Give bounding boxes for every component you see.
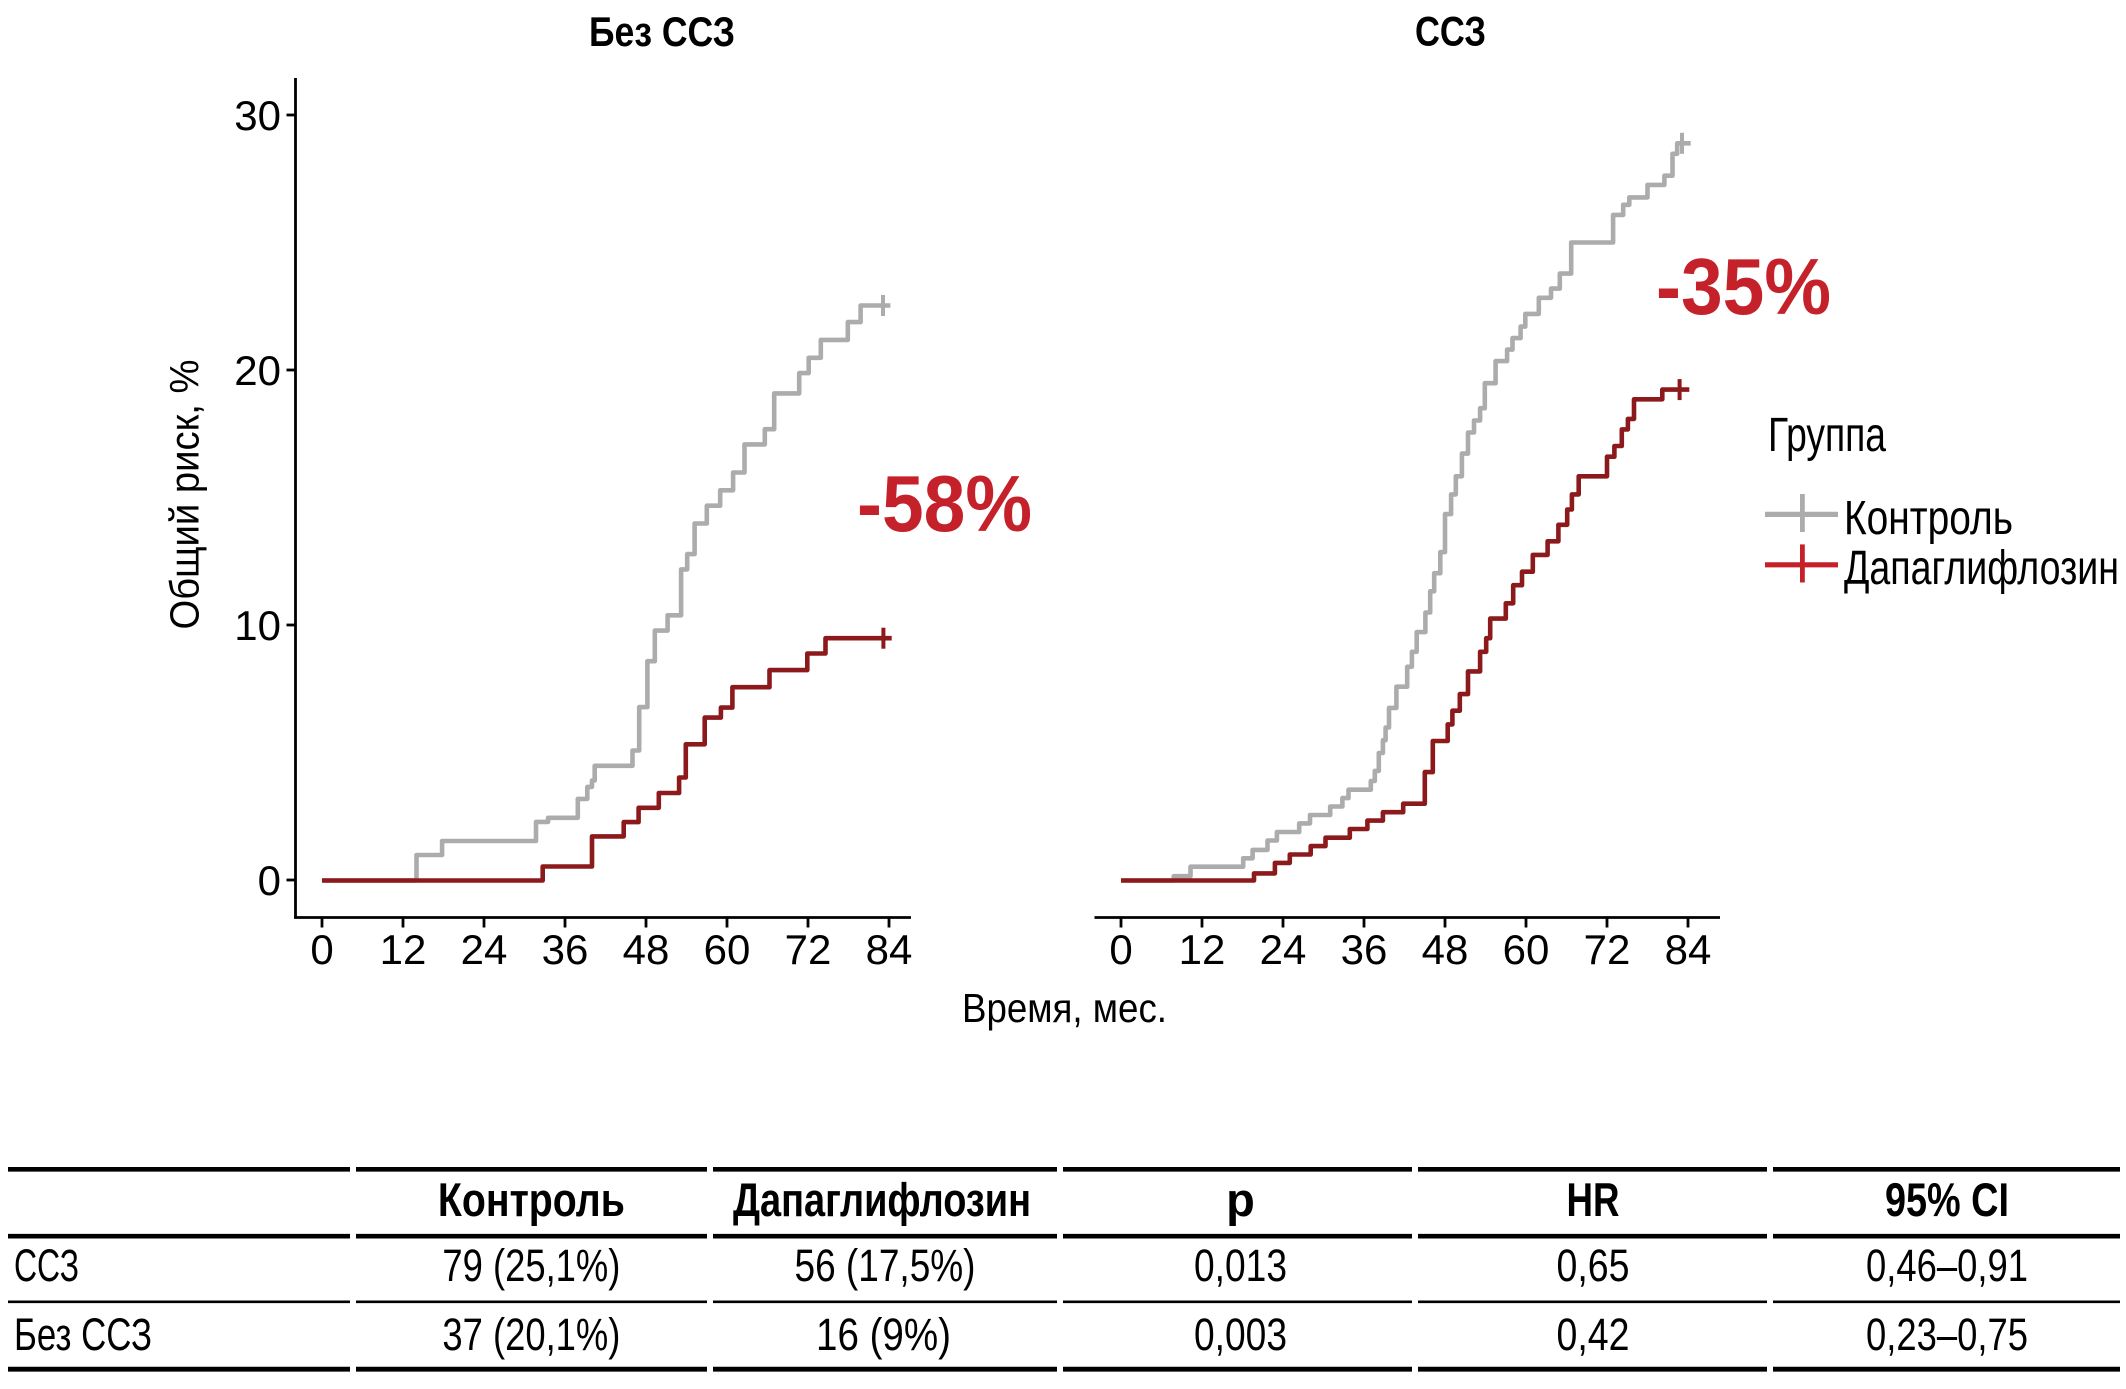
- svg-text:48: 48: [1422, 926, 1469, 973]
- svg-text:12: 12: [380, 926, 427, 973]
- svg-text:37 (20,1%): 37 (20,1%): [442, 1309, 620, 1360]
- svg-text:0: 0: [1109, 926, 1132, 973]
- svg-text:60: 60: [704, 926, 751, 973]
- svg-text:Группа: Группа: [1768, 409, 1886, 462]
- svg-text:30: 30: [234, 92, 281, 139]
- svg-text:84: 84: [866, 926, 913, 973]
- svg-text:0: 0: [258, 857, 281, 904]
- svg-text:95% CI: 95% CI: [1885, 1173, 2009, 1226]
- svg-text:Без ССЗ: Без ССЗ: [589, 8, 735, 55]
- svg-text:ССЗ: ССЗ: [14, 1240, 79, 1291]
- svg-text:24: 24: [1260, 926, 1307, 973]
- svg-text:79 (25,1%): 79 (25,1%): [442, 1240, 620, 1291]
- svg-text:10: 10: [234, 602, 281, 649]
- svg-text:0,42: 0,42: [1557, 1309, 1630, 1360]
- svg-text:Время, мес.: Время, мес.: [962, 985, 1167, 1031]
- svg-text:16 (9%): 16 (9%): [816, 1309, 951, 1360]
- svg-text:HR: HR: [1567, 1173, 1620, 1226]
- svg-text:72: 72: [1584, 926, 1631, 973]
- svg-text:Контроль: Контроль: [1844, 492, 2013, 545]
- svg-text:60: 60: [1503, 926, 1550, 973]
- svg-text:36: 36: [1341, 926, 1388, 973]
- svg-text:0: 0: [310, 926, 333, 973]
- svg-text:Контроль: Контроль: [438, 1173, 625, 1226]
- svg-text:12: 12: [1179, 926, 1226, 973]
- svg-text:36: 36: [542, 926, 589, 973]
- svg-text:0,46–0,91: 0,46–0,91: [1866, 1240, 2028, 1291]
- svg-text:p: p: [1226, 1173, 1255, 1226]
- svg-text:72: 72: [785, 926, 832, 973]
- svg-text:0,003: 0,003: [1194, 1309, 1287, 1360]
- svg-text:0,23–0,75: 0,23–0,75: [1866, 1309, 2028, 1360]
- svg-text:0,013: 0,013: [1194, 1240, 1287, 1291]
- svg-text:Общий риск, %: Общий риск, %: [162, 360, 208, 630]
- svg-text:-35%: -35%: [1656, 242, 1831, 331]
- svg-text:0,65: 0,65: [1557, 1240, 1630, 1291]
- svg-text:84: 84: [1665, 926, 1712, 973]
- svg-text:Без ССЗ: Без ССЗ: [14, 1309, 152, 1360]
- svg-text:ССЗ: ССЗ: [1415, 8, 1486, 55]
- svg-text:48: 48: [623, 926, 670, 973]
- svg-text:Дапаглифлозин: Дапаглифлозин: [1844, 542, 2119, 595]
- svg-text:Дапаглифлозин: Дапаглифлозин: [733, 1173, 1031, 1226]
- svg-text:56 (17,5%): 56 (17,5%): [795, 1240, 976, 1291]
- svg-text:20: 20: [234, 347, 281, 394]
- svg-text:24: 24: [461, 926, 508, 973]
- svg-text:-58%: -58%: [857, 459, 1032, 548]
